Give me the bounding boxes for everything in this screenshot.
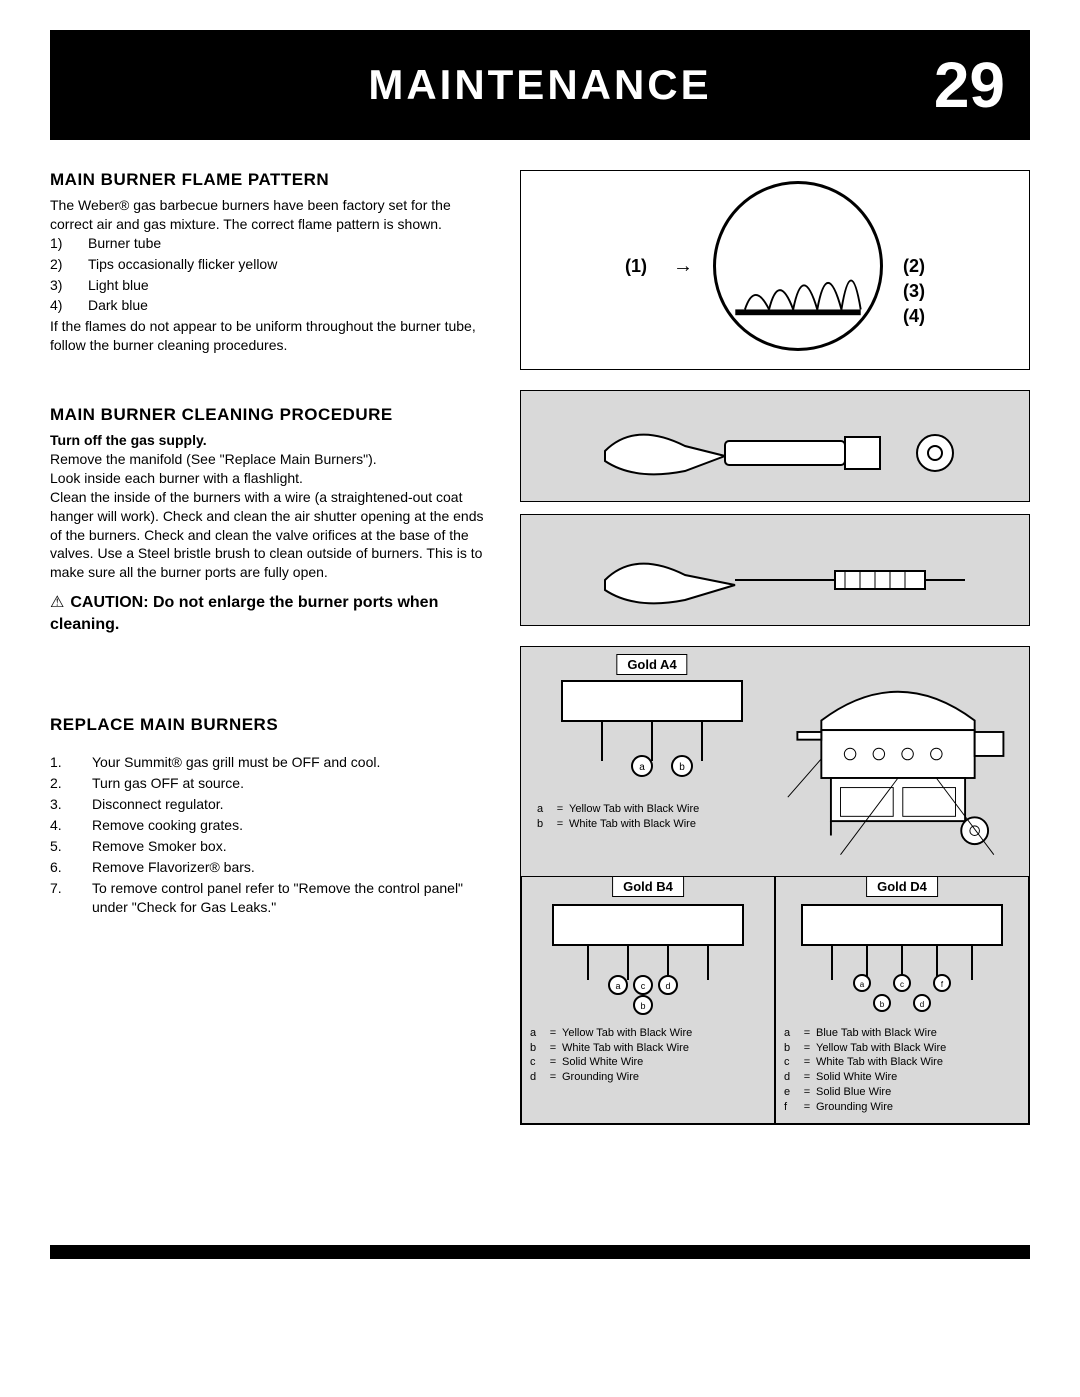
right-column: (1) → (2) (3) (4) xyxy=(520,170,1030,1125)
callout-label: (1) xyxy=(625,256,647,277)
section-flame-pattern: MAIN BURNER FLAME PATTERN The Weber® gas… xyxy=(50,170,490,355)
panel-top-row: Gold A4 a b a=Yellow Tab with Black Wire xyxy=(521,647,1029,876)
callout-label: (2) xyxy=(903,256,925,277)
body-text: The Weber® gas barbecue burners have bee… xyxy=(50,196,490,234)
footer-bar xyxy=(50,1245,1030,1259)
figure-panels-container: Gold A4 a b a=Yellow Tab with Black Wire xyxy=(520,646,1030,1125)
list-item: 4)Dark blue xyxy=(50,296,490,315)
control-panel-icon: a c f b d xyxy=(784,895,1020,1015)
svg-text:a: a xyxy=(615,981,620,991)
svg-text:d: d xyxy=(920,1000,924,1009)
flame-list: 1)Burner tube 2)Tips occasionally flicke… xyxy=(50,234,490,316)
panel-gold-d4: Gold D4 a c f b d xyxy=(775,876,1029,1124)
panel-label: Gold D4 xyxy=(866,876,938,897)
legend: a=Yellow Tab with Black Wire b=White Tab… xyxy=(537,802,767,832)
section-title: REPLACE MAIN BURNERS xyxy=(50,715,490,735)
svg-text:b: b xyxy=(640,1001,645,1011)
list-item: 1)Burner tube xyxy=(50,234,490,253)
control-panel-icon: a b xyxy=(537,671,767,791)
section-title: MAIN BURNER FLAME PATTERN xyxy=(50,170,490,190)
section-cleaning: MAIN BURNER CLEANING PROCEDURE Turn off … xyxy=(50,405,490,635)
svg-text:c: c xyxy=(900,980,904,989)
arrow-icon: → xyxy=(673,255,693,278)
panel-gold-a4: Gold A4 a b a=Yellow Tab with Black Wire xyxy=(529,655,775,868)
grill-icon xyxy=(783,663,1013,855)
page-title: MAINTENANCE xyxy=(368,61,711,109)
caution-text: CAUTION: Do not enlarge the burner ports… xyxy=(50,592,490,635)
list-item: 6.Remove Flavorizer® bars. xyxy=(50,858,490,877)
wire-brush-icon xyxy=(531,525,1019,615)
flame-icon xyxy=(716,184,880,348)
panel-bottom-row: Gold B4 a c d b a=Yellow Tab with Black … xyxy=(521,876,1029,1124)
svg-text:a: a xyxy=(639,762,645,773)
svg-text:b: b xyxy=(679,762,685,773)
list-item: 3)Light blue xyxy=(50,276,490,295)
left-column: MAIN BURNER FLAME PATTERN The Weber® gas… xyxy=(50,170,490,1125)
flame-circle xyxy=(713,181,883,351)
svg-text:d: d xyxy=(665,981,670,991)
list-item: 1.Your Summit® gas grill must be OFF and… xyxy=(50,753,490,772)
panel-label: Gold A4 xyxy=(616,654,687,675)
list-item: 3.Disconnect regulator. xyxy=(50,795,490,814)
body-text: If the flames do not appear to be unifor… xyxy=(50,317,490,355)
callout-label: (3) xyxy=(903,281,925,302)
page-header: MAINTENANCE 29 xyxy=(50,30,1030,140)
legend: a=Blue Tab with Black Wire b=Yellow Tab … xyxy=(784,1026,1020,1115)
figure-flame-circle: (1) → (2) (3) (4) xyxy=(520,170,1030,370)
content-grid: MAIN BURNER FLAME PATTERN The Weber® gas… xyxy=(50,170,1030,1125)
figure-flashlight xyxy=(520,390,1030,502)
panel-label: Gold B4 xyxy=(612,876,684,897)
body-text: Remove the manifold (See "Replace Main B… xyxy=(50,450,490,582)
panel-gold-b4: Gold B4 a c d b a=Yellow Tab with Black … xyxy=(521,876,775,1124)
list-item: 2.Turn gas OFF at source. xyxy=(50,774,490,793)
figure-wire-brush xyxy=(520,514,1030,626)
svg-text:a: a xyxy=(860,980,865,989)
list-item: 4.Remove cooking grates. xyxy=(50,816,490,835)
flashlight-icon xyxy=(531,401,1019,491)
body-text-bold: Turn off the gas supply. xyxy=(50,431,490,450)
legend: a=Yellow Tab with Black Wire b=White Tab… xyxy=(530,1026,766,1085)
svg-text:b: b xyxy=(880,1000,885,1009)
grill-figure xyxy=(775,655,1021,868)
callout-label: (4) xyxy=(903,306,925,327)
replace-list: 1.Your Summit® gas grill must be OFF and… xyxy=(50,753,490,916)
callout-labels-right: (2) (3) (4) xyxy=(903,256,925,327)
section-title: MAIN BURNER CLEANING PROCEDURE xyxy=(50,405,490,425)
list-item: 2)Tips occasionally flicker yellow xyxy=(50,255,490,274)
page-number: 29 xyxy=(934,48,1005,122)
list-item: 7.To remove control panel refer to "Remo… xyxy=(50,879,490,917)
svg-text:c: c xyxy=(641,981,646,991)
section-replace: REPLACE MAIN BURNERS 1.Your Summit® gas … xyxy=(50,715,490,916)
control-panel-icon: a c d b xyxy=(530,895,766,1015)
list-item: 5.Remove Smoker box. xyxy=(50,837,490,856)
